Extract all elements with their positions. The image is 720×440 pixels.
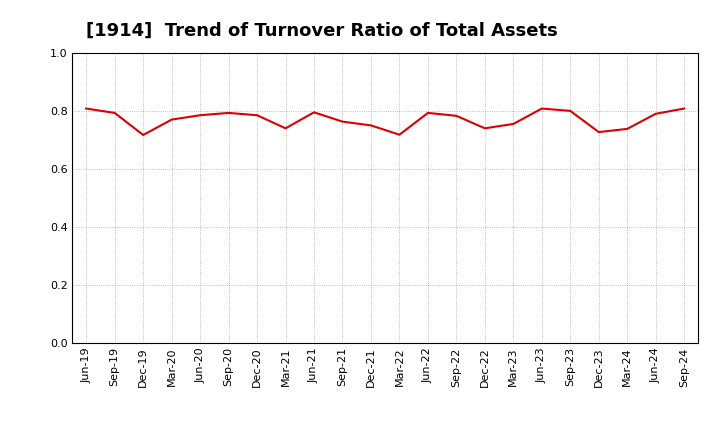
Text: [1914]  Trend of Turnover Ratio of Total Assets: [1914] Trend of Turnover Ratio of Total … xyxy=(86,22,558,40)
